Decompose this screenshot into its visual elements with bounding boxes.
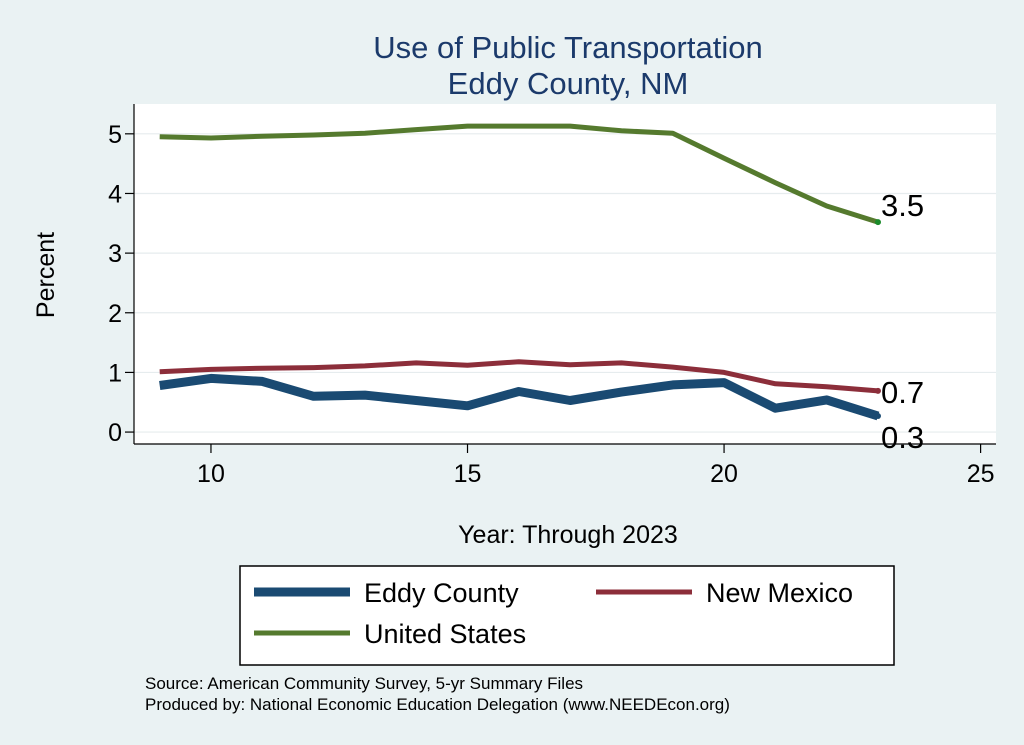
legend: Eddy County New Mexico United States: [239, 565, 895, 666]
series-layer: [159, 123, 881, 421]
x-tick-label-20: 20: [710, 460, 738, 488]
end-point-eddy-county: [874, 412, 881, 419]
y-tick-label-4: 4: [108, 180, 122, 208]
series-line-united-states: [159, 123, 879, 225]
chart-title-line-2: Eddy County, NM: [448, 66, 689, 101]
x-tick-label-10: 10: [197, 460, 225, 488]
end-label-united-states: 3.5: [881, 188, 924, 223]
y-tick-label-2: 2: [108, 300, 122, 328]
y-axis: 0 1 2 3 4 5: [108, 104, 135, 447]
plot-area: [134, 104, 996, 444]
chart-title-line-1: Use of Public Transportation: [373, 30, 762, 65]
x-tick-label-25: 25: [967, 460, 995, 488]
x-tick-label-15: 15: [454, 460, 482, 488]
series-line-new-mexico: [159, 359, 879, 394]
legend-label-united-states: United States: [364, 619, 526, 649]
end-point-new-mexico: [874, 387, 881, 394]
y-tick-label-1: 1: [108, 359, 122, 387]
y-tick-label-3: 3: [108, 240, 122, 268]
x-axis-label: Year: Through 2023: [458, 521, 678, 549]
x-axis: 10 15 20 25: [134, 443, 996, 488]
y-axis-label: Percent: [32, 232, 60, 318]
end-labels: 0.3 0.7 3.5: [881, 188, 924, 455]
end-label-eddy-county: 0.3: [881, 420, 924, 455]
y-tick-label-5: 5: [108, 121, 122, 149]
legend-items: Eddy County New Mexico United States: [254, 578, 853, 649]
y-tick-label-0: 0: [108, 419, 122, 447]
series-line-eddy-county: [159, 373, 880, 421]
legend-label-new-mexico: New Mexico: [706, 578, 853, 608]
legend-box: [239, 565, 895, 666]
produced-by-note: Produced by: National Economic Education…: [145, 695, 730, 714]
end-point-united-states: [874, 219, 881, 226]
legend-label-eddy-county: Eddy County: [364, 578, 519, 608]
end-label-new-mexico: 0.7: [881, 375, 924, 410]
source-note: Source: American Community Survey, 5-yr …: [145, 674, 583, 693]
